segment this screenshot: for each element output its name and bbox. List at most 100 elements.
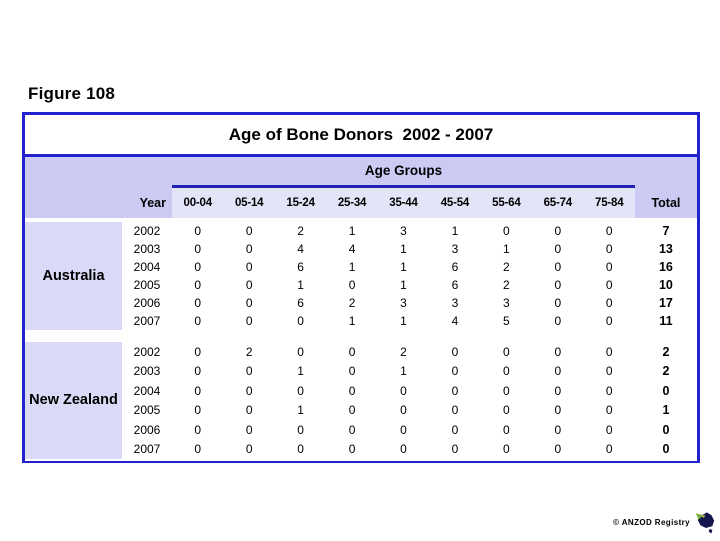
total-cell: 17: [658, 296, 673, 310]
value-cell: 0: [245, 224, 253, 238]
value-cell: 0: [297, 422, 304, 437]
value-cell: 0: [245, 364, 253, 379]
value-cell: 0: [194, 224, 202, 238]
value-cell: 0: [194, 260, 202, 274]
value-cell: 0: [194, 364, 202, 379]
value-cell: 4: [451, 314, 459, 328]
value-cell: 0: [554, 224, 562, 238]
value-cell: 0: [400, 383, 407, 398]
value-cell: 0: [503, 442, 510, 457]
value-cell: 0: [348, 278, 356, 292]
value-cell: 0: [554, 422, 562, 437]
value-cell: 6: [451, 278, 459, 292]
value-cell: 0: [245, 403, 253, 418]
table-row: 2005 0 0 1 0 0 0 0 0 0 1: [122, 401, 697, 421]
age-groups-underline: [172, 185, 635, 188]
value-cell: 0: [605, 442, 613, 457]
value-cell: 1: [503, 242, 510, 256]
table-row: 2005 0 0 1 0 1 6 2 0 0 10: [122, 276, 697, 294]
value-cell: 0: [605, 364, 613, 379]
table-row: 2002 0 0 2 1 3 1 0 0 0 7: [122, 222, 697, 240]
table-row: 2002 0 2 0 0 2 0 0 0 0 2: [122, 342, 697, 362]
total-cell: 2: [662, 344, 670, 359]
value-cell: 6: [297, 296, 304, 310]
anzod-australia-map-logo-icon: [694, 509, 716, 536]
value-cell: 0: [400, 422, 407, 437]
table-row: 2003 0 0 4 4 1 3 1 0 0 13: [122, 240, 697, 258]
age-groups-header: Age Groups: [364, 163, 443, 178]
value-cell: 0: [297, 383, 304, 398]
value-cell: 0: [503, 422, 510, 437]
year-cell: 2003: [133, 242, 161, 256]
total-cell: 0: [662, 422, 670, 437]
value-cell: 1: [400, 278, 407, 292]
value-cell: 1: [297, 403, 304, 418]
value-cell: 0: [605, 278, 613, 292]
value-cell: 0: [297, 442, 304, 457]
value-cell: 0: [503, 344, 510, 359]
value-cell: 2: [348, 296, 356, 310]
table-row: 2004 0 0 0 0 0 0 0 0 0 0: [122, 381, 697, 401]
value-cell: 1: [297, 278, 304, 292]
value-cell: 3: [451, 296, 459, 310]
value-cell: 1: [400, 314, 407, 328]
age-band-headers: 00-04 05-14 15-24 25-34 35-44 45-54 55-64 65-74…: [172, 197, 635, 209]
value-cell: 0: [245, 242, 253, 256]
figure-label: Figure 108: [28, 84, 116, 103]
group-new-zealand: New Zealand 2002 0 2 0 0 2 0 0 0 0 2 2003 0 0 1 0 1 0 0 0 0 2…: [25, 342, 697, 459]
value-cell: 0: [605, 242, 613, 256]
column-header-65-74: 65-74: [543, 197, 573, 209]
value-cell: 0: [554, 260, 562, 274]
value-cell: 0: [554, 344, 562, 359]
table-row: 2004 0 0 6 1 1 6 2 0 0 16: [122, 258, 697, 276]
group-rows-new-zealand: 2002 0 2 0 0 2 0 0 0 0 2 2003 0 0 1 0 1 0 0 0 0 2 2004 0 0 0 0 0 0 0 0…: [122, 342, 697, 459]
value-cell: 1: [400, 242, 407, 256]
total-cell: 2: [662, 364, 670, 379]
value-cell: 6: [297, 260, 304, 274]
value-cell: 0: [348, 344, 356, 359]
value-cell: 0: [451, 422, 459, 437]
value-cell: 0: [503, 224, 510, 238]
value-cell: 0: [451, 383, 459, 398]
value-cell: 2: [245, 344, 253, 359]
value-cell: 1: [400, 260, 407, 274]
table-row: 2006 0 0 0 0 0 0 0 0 0 0: [122, 420, 697, 440]
year-cell: 2004: [133, 383, 161, 398]
value-cell: 0: [194, 383, 202, 398]
value-cell: 1: [348, 224, 356, 238]
group-label-new-zealand: New Zealand: [25, 342, 122, 459]
value-cell: 3: [503, 296, 510, 310]
value-cell: 1: [451, 224, 459, 238]
year-cell: 2006: [133, 422, 161, 437]
value-cell: 0: [245, 442, 253, 457]
copyright-text: © ANZOD Registry: [613, 518, 690, 527]
value-cell: 1: [297, 364, 304, 379]
column-header-55-64: 55-64: [492, 197, 521, 209]
value-cell: 0: [605, 314, 613, 328]
column-header-45-54: 45-54: [440, 197, 470, 209]
year-cell: 2002: [133, 224, 161, 238]
column-header-year: Year: [139, 196, 166, 210]
footer: © ANZOD Registry: [0, 509, 716, 536]
value-cell: 0: [451, 442, 459, 457]
value-cell: 0: [605, 422, 613, 437]
value-cell: 4: [297, 242, 304, 256]
value-cell: 0: [194, 242, 202, 256]
value-cell: 0: [451, 403, 459, 418]
value-cell: 0: [503, 364, 510, 379]
value-cell: 0: [503, 403, 510, 418]
year-cell: 2005: [133, 403, 161, 418]
value-cell: 5: [503, 314, 510, 328]
value-cell: 3: [451, 242, 459, 256]
value-cell: 0: [605, 296, 613, 310]
value-cell: 0: [194, 422, 202, 437]
table-row: 2003 0 0 1 0 1 0 0 0 0 2: [122, 362, 697, 382]
column-header-25-34: 25-34: [337, 197, 367, 209]
total-cell: 1: [662, 403, 670, 418]
table-body: Australia 2002 0 0 2 1 3 1 0 0 0 7 2003 0 0 4 4 1 3 1 0 0 13 2…: [25, 222, 697, 461]
total-cell: 0: [662, 442, 670, 457]
value-cell: 0: [245, 296, 253, 310]
value-cell: 2: [297, 224, 304, 238]
value-cell: 0: [605, 344, 613, 359]
value-cell: 0: [400, 403, 407, 418]
